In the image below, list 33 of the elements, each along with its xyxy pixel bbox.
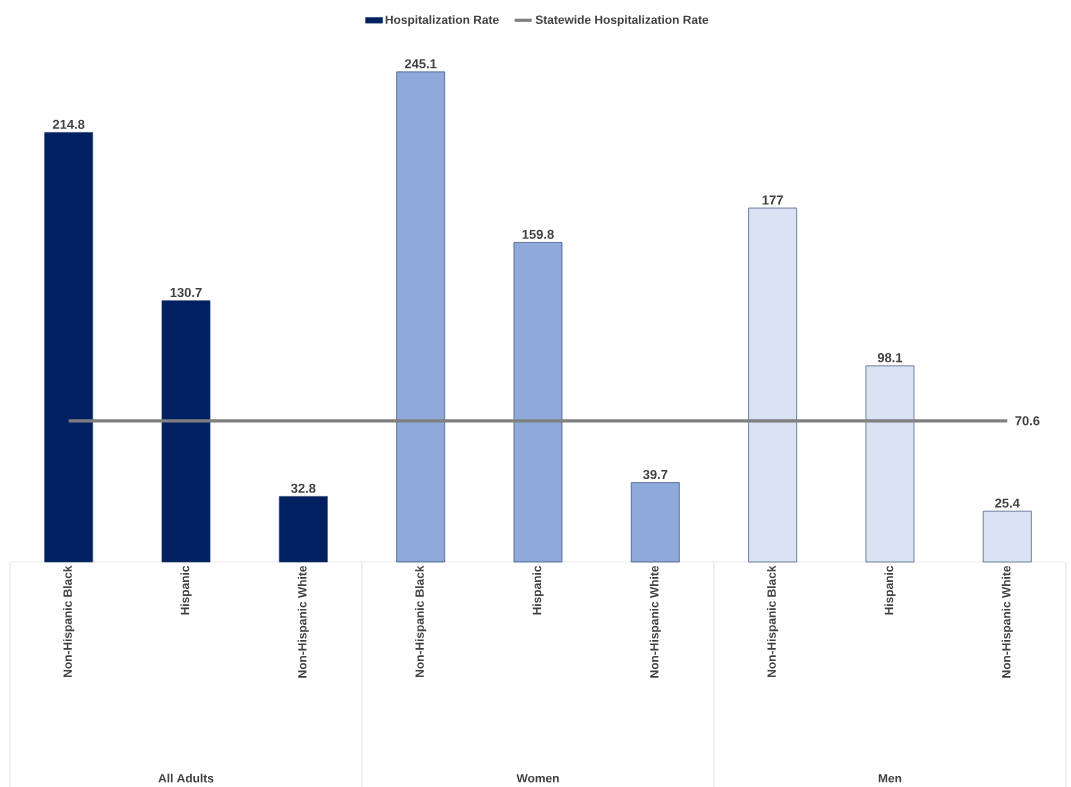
x-tick-label: Non-Hispanic White: [649, 565, 661, 678]
data-label: 25.4: [995, 498, 1020, 508]
bar: [396, 71, 445, 563]
data-label: 39.7: [643, 469, 668, 479]
x-tick-label: Non-Hispanic White: [1001, 565, 1013, 678]
text: Women: [516, 773, 559, 783]
x-tick-label: Hispanic: [884, 565, 896, 615]
bar: [513, 241, 563, 563]
legend-label: Statewide Hospitalization Rate: [535, 15, 709, 27]
data-label: 70.6: [1015, 416, 1040, 426]
x-tick-label: Non-Hispanic Black: [767, 565, 779, 677]
bar: [278, 495, 328, 563]
legend-label: Hospitalization Rate: [385, 15, 499, 27]
x-tick-label: Non-Hispanic Black: [415, 565, 427, 677]
text: All Adults: [158, 773, 214, 783]
bar: [748, 207, 797, 563]
data-label: 159.8: [522, 229, 554, 239]
data-label: 98.1: [877, 352, 903, 363]
data-label: 130.7: [170, 287, 202, 297]
data-label: 214.8: [52, 119, 85, 129]
data-label: 177: [762, 195, 783, 205]
bar: [982, 510, 1032, 563]
x-tick-label: Non-Hispanic Black: [63, 565, 75, 677]
data-label: 32.8: [291, 483, 316, 493]
bar: [44, 131, 94, 563]
bar: [865, 365, 915, 563]
x-tick-label: Hispanic: [532, 565, 544, 615]
x-tick-label: Non-Hispanic White: [297, 565, 309, 678]
bar: [161, 300, 211, 563]
text: Men: [878, 773, 902, 783]
bar: [630, 482, 680, 563]
x-tick-label: Hispanic: [180, 565, 192, 615]
data-label: 245.1: [404, 58, 437, 69]
